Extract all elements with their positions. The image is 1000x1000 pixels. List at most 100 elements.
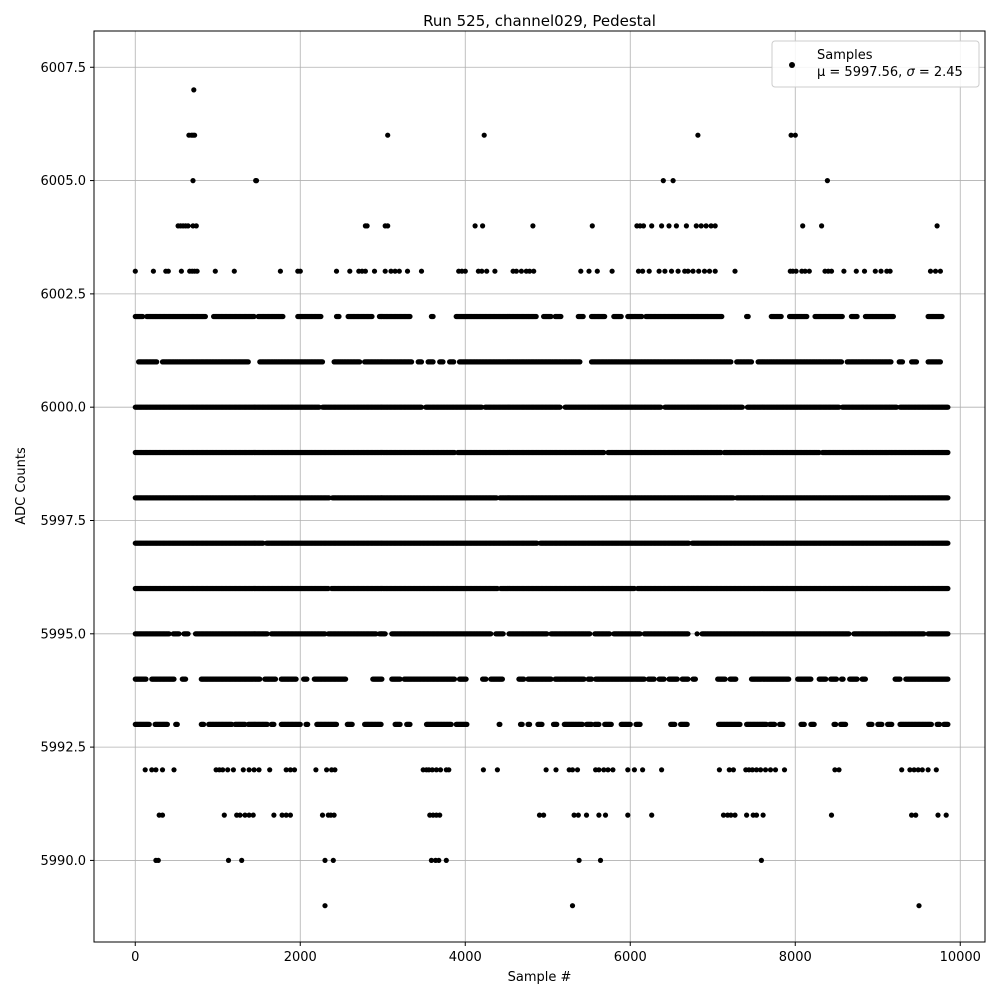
data-point [443,857,449,864]
data-point [925,767,931,773]
data-point [324,767,330,773]
data-point [772,767,779,773]
data-point [404,268,411,274]
data-point [732,812,738,818]
data-point [385,223,391,229]
data-point [527,268,533,274]
data-point [279,812,285,818]
data-point [888,359,894,365]
data-point [913,812,919,818]
data-point [225,857,232,864]
data-point [668,268,675,274]
data-point [695,132,701,138]
data-point [142,767,148,773]
data-point [154,359,160,365]
data-point [530,223,536,229]
data-point [685,268,691,274]
data-point [239,857,245,864]
data-point [446,767,452,773]
data-point [933,767,939,773]
data-point [541,812,547,818]
data-point [739,404,746,410]
data-point [385,132,391,138]
data-point [578,268,584,274]
data-point [913,359,920,365]
data-point [909,812,915,818]
data-point [225,767,231,773]
data-point [753,812,760,818]
data-point [362,268,368,274]
data-point [237,812,243,818]
data-point [347,268,353,274]
data-point [159,812,166,818]
data-point [609,268,615,274]
data-point [436,857,442,864]
data-point [574,767,581,773]
data-point [291,767,298,773]
data-point [639,313,645,320]
data-point [558,313,564,320]
data-point [640,767,646,773]
data-point [418,404,425,410]
data-point [712,223,718,229]
data-point [744,812,750,818]
data-point [824,178,831,184]
data-point [267,767,273,773]
data-point [934,223,940,229]
data-point [728,812,734,818]
data-point [331,812,337,818]
data-point [838,359,845,365]
data-point [319,359,326,365]
data-point [753,767,760,773]
data-point [915,767,921,773]
data-point [730,767,737,773]
data-point [693,223,699,229]
data-point [890,313,897,320]
data-point [586,268,592,274]
data-point [943,812,949,818]
data-point [706,268,713,274]
data-point [548,313,554,320]
data-point [221,812,227,818]
data-point [185,223,191,229]
data-point [945,404,951,410]
data-point [533,313,539,320]
data-point [472,223,478,229]
data-point [635,268,642,274]
data-point [462,268,468,274]
data-point [788,132,794,138]
data-point [322,903,328,909]
data-point [800,223,806,229]
data-point [575,812,581,818]
data-point [283,812,289,818]
data-point [494,767,500,773]
data-point [792,132,798,138]
data-point [640,223,647,229]
data-point [369,313,375,320]
data-point [437,812,443,818]
data-point [701,268,708,274]
data-point [719,313,725,320]
data-point [357,359,363,365]
data-point [662,268,668,274]
data-point [762,767,769,773]
data-point [690,268,696,274]
data-point [536,812,543,818]
data-point [531,268,537,274]
data-point [484,268,490,274]
data-point [577,359,583,365]
data-point [937,359,944,365]
data-point [749,767,756,773]
data-point [720,812,727,818]
data-point [819,223,825,229]
data-point [245,359,251,365]
data-point [440,359,446,365]
data-point [336,313,342,320]
data-point [660,178,666,184]
data-point [492,268,498,274]
data-point [927,268,934,274]
data-point [409,359,415,365]
data-point [280,313,286,320]
data-point [388,268,394,274]
